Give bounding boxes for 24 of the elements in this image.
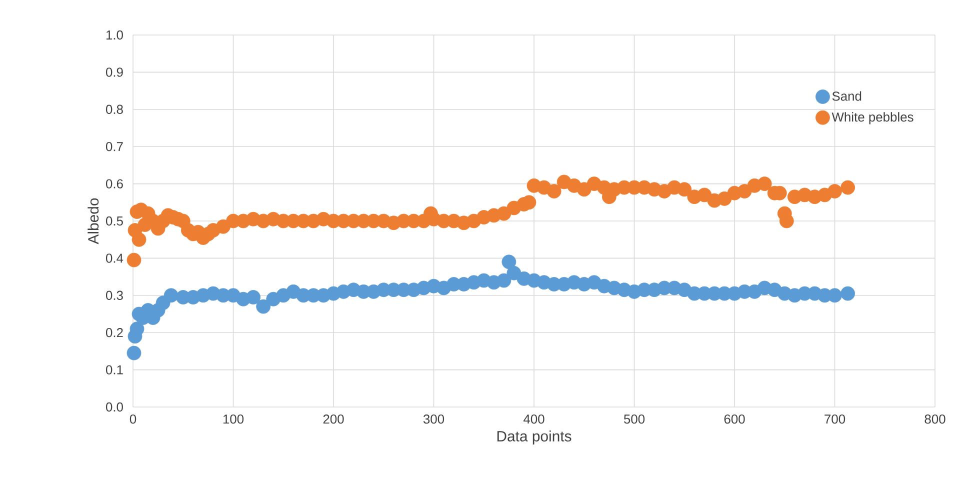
y-tick-label: 0.4 bbox=[106, 254, 124, 263]
x-tick-label: 200 bbox=[323, 414, 344, 424]
y-tick-label: 0.9 bbox=[106, 68, 123, 77]
x-tick-label: 100 bbox=[223, 414, 244, 424]
y-axis-title: Albedo bbox=[88, 198, 99, 244]
x-tick-label: 600 bbox=[724, 414, 745, 424]
y-tick-label: 0.1 bbox=[106, 365, 123, 374]
y-tick-label: 1.0 bbox=[106, 30, 123, 40]
y-tick-label: 0.6 bbox=[106, 179, 123, 188]
x-axis-title: Data points bbox=[497, 430, 572, 444]
y-tick-label: 0.7 bbox=[106, 142, 123, 152]
legend-label: Sand bbox=[832, 91, 862, 101]
x-tick-label: 500 bbox=[624, 414, 645, 424]
y-tick-label: 0.2 bbox=[106, 328, 123, 338]
y-tick-label: 0.5 bbox=[106, 216, 123, 226]
legend-label: White pebbles bbox=[832, 112, 914, 124]
y-tick-label: 0.3 bbox=[106, 290, 123, 300]
y-tick-label: 0.0 bbox=[106, 402, 123, 412]
x-tick-label: 700 bbox=[824, 414, 846, 424]
x-tick-label: 800 bbox=[924, 414, 946, 424]
x-tick-label: 300 bbox=[423, 414, 444, 424]
x-tick-label: 400 bbox=[523, 414, 544, 424]
x-tick-label: 0 bbox=[130, 414, 136, 424]
y-tick-label: 0.8 bbox=[106, 104, 123, 114]
